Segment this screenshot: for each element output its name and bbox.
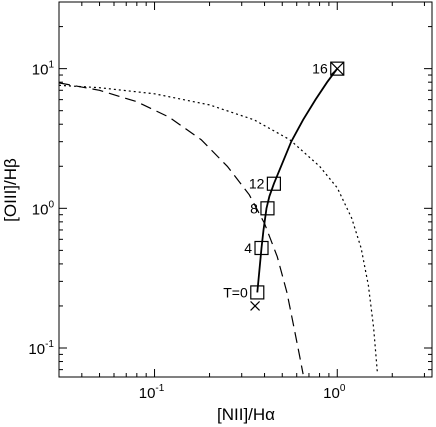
square-marker	[250, 285, 265, 300]
axis-ticks	[58, 1, 432, 377]
series-line-dashed	[58, 82, 304, 375]
series-line-dotted	[58, 84, 379, 375]
y-tick-label: 101	[32, 60, 55, 79]
time-label: 4	[244, 240, 252, 256]
square-marker	[330, 61, 345, 76]
square-marker	[254, 240, 269, 256]
plot-frame	[58, 1, 433, 378]
x-tick-label: 10-1	[139, 383, 165, 402]
y-tick-label: 10-1	[28, 339, 54, 358]
series-line-solid	[256, 68, 339, 293]
square-marker	[266, 176, 281, 191]
annotation-markers: T=0 4 8 12 16	[223, 61, 345, 311]
y-tick-label: 100	[32, 199, 55, 218]
x-marker-stroke	[250, 301, 261, 311]
series-lines	[58, 68, 379, 375]
square-marker	[260, 201, 275, 216]
time-label: 16	[312, 61, 328, 77]
time-label: T=0	[223, 284, 248, 300]
x-marker-stroke	[330, 61, 345, 76]
time-label: 12	[249, 176, 265, 192]
tick-labels: 10-1 100 10-1 100 101	[28, 60, 345, 402]
y-axis-title: [OIII]/Hβ	[1, 158, 20, 222]
x-axis-title: [NII]/Hα	[217, 405, 275, 424]
x-tick-label: 100	[323, 383, 346, 402]
time-label: 8	[250, 200, 258, 216]
